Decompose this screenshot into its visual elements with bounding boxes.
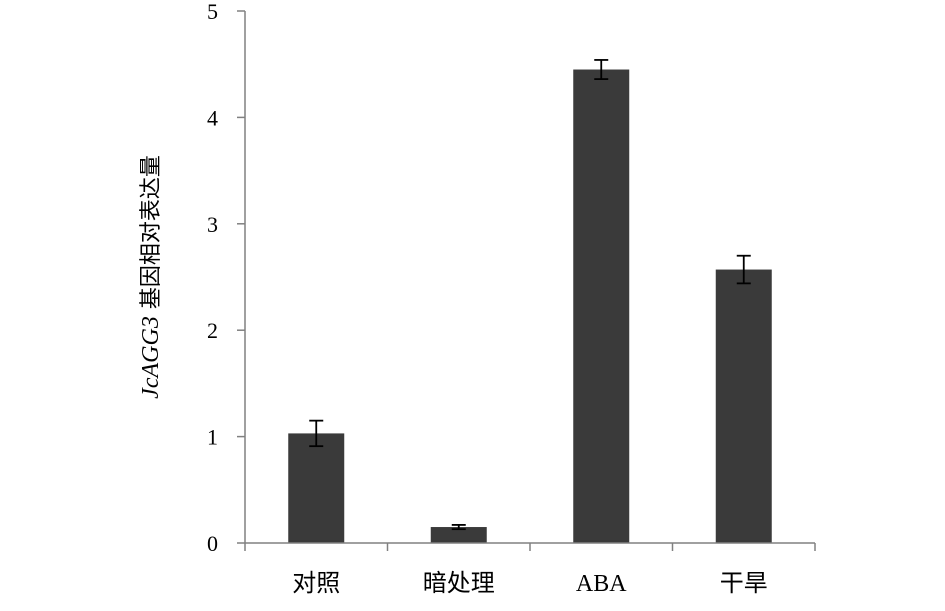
y-tick-label: 2 [207, 318, 218, 343]
y-axis-label: JcAGG3 基因相对表达量 [138, 155, 164, 399]
y-axis-ticks: 0 1 2 3 4 5 [207, 0, 245, 556]
bar-3 [573, 69, 630, 544]
x-axis-labels: 对照 暗处理 ABA 干旱 [292, 569, 768, 597]
y-axis-label-text: 基因相对表达量 [139, 155, 164, 316]
y-axis-label-gene: JcAGG3 [138, 316, 164, 399]
error-bar-3 [594, 59, 609, 80]
bar-2 [430, 527, 487, 543]
y-tick-label: 3 [207, 212, 218, 237]
y-tick-label: 0 [207, 531, 218, 556]
error-bar-4 [736, 254, 751, 285]
x-tick-label-1: 对照 [292, 569, 340, 597]
bar-1 [288, 433, 345, 543]
x-tick-label-4: 干旱 [720, 569, 768, 597]
y-tick-label: 4 [207, 105, 218, 130]
x-tick-label-2: 暗处理 [423, 569, 495, 597]
bars [288, 69, 772, 544]
y-tick-label: 5 [207, 0, 218, 24]
bar-4 [715, 269, 772, 543]
y-tick-label: 1 [207, 425, 218, 450]
error-bar-1 [309, 419, 324, 448]
x-axis [244, 542, 816, 551]
error-bar-2 [451, 524, 466, 531]
x-tick-label-3: ABA [576, 571, 627, 597]
error-bars [309, 59, 751, 531]
